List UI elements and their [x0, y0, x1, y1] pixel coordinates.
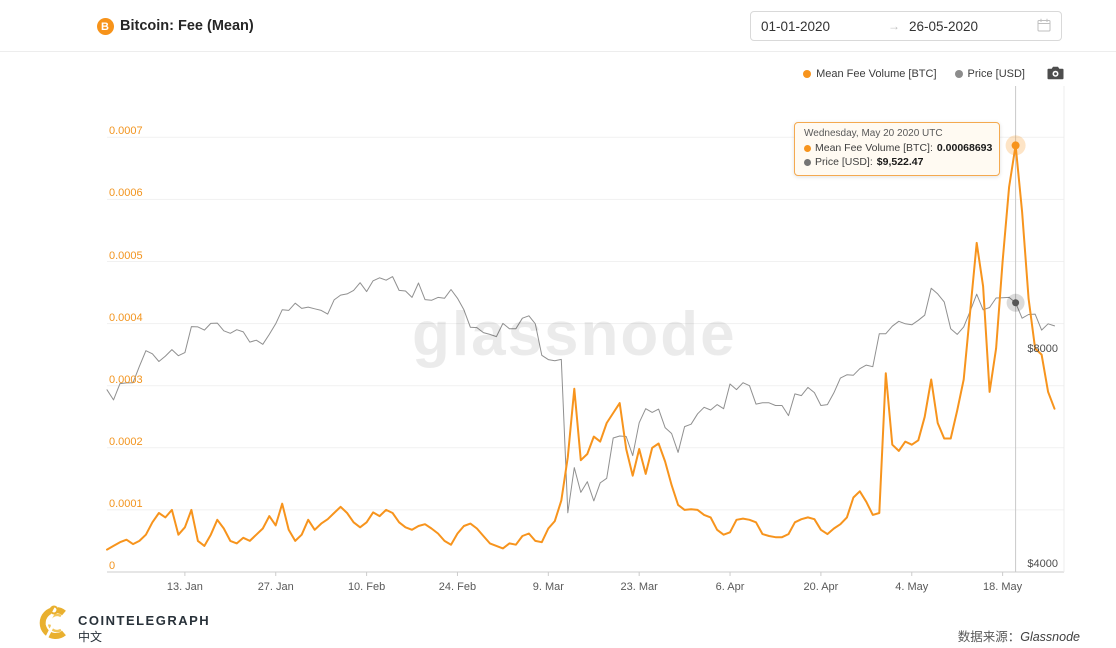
- date-range-picker[interactable]: →: [750, 11, 1062, 41]
- fee-legend-dot: [803, 70, 812, 78]
- brand-subtitle: 中文: [78, 630, 103, 644]
- tooltip-fee-row: Mean Fee Volume [BTC]: 0.00068693: [804, 141, 993, 155]
- tooltip-price-value: $9,522.47: [876, 156, 924, 168]
- data-source-value: Glassnode: [1020, 630, 1080, 644]
- price-legend-dot: [954, 70, 963, 78]
- calendar-button[interactable]: [1037, 18, 1051, 34]
- screenshot-button[interactable]: [1047, 66, 1064, 82]
- fee-axis-label: 0.0002: [109, 435, 143, 448]
- tooltip-price-label: Price [USD]:: [815, 156, 873, 168]
- data-source-label: 数据来源：: [957, 630, 1021, 644]
- tooltip-price-dot: [804, 158, 811, 166]
- chart-tooltip: Wednesday, May 20 2020 UTC Mean Fee Volu…: [794, 122, 1000, 176]
- x-axis-label: 6. Apr: [715, 581, 745, 593]
- x-axis-label: 10. Feb: [347, 581, 386, 593]
- price-legend-label: Price [USD]: [967, 68, 1025, 80]
- fee-axis-label: 0.0004: [109, 311, 143, 324]
- price-axis-label: $4000: [1027, 558, 1058, 570]
- fee-axis-label: 0.0005: [109, 249, 143, 262]
- date-range-arrow: →: [888, 19, 900, 33]
- cointelegraph-logo: [39, 605, 66, 642]
- chart-canvas[interactable]: [0, 52, 1116, 600]
- legend: Mean Fee Volume [BTC] Price [USD]: [803, 66, 1064, 82]
- page-title: Bitcoin: Fee (Mean): [120, 18, 254, 34]
- header: B Bitcoin: Fee (Mean) →: [0, 0, 1116, 52]
- footer: COINTELEGRAPH 中文 数据来源：Glassnode: [0, 600, 1116, 648]
- price-axis-label: $8000: [1027, 342, 1058, 355]
- tooltip-fee-value: 0.00068693: [936, 142, 993, 154]
- x-axis-label: 27. Jan: [257, 581, 294, 593]
- tooltip-date: Wednesday, May 20 2020 UTC: [804, 128, 943, 139]
- date-to-input[interactable]: [909, 18, 1027, 34]
- fee-axis-label: 0: [109, 560, 116, 572]
- calendar-icon: [1037, 18, 1051, 32]
- fee-legend-label: Mean Fee Volume [BTC]: [816, 68, 937, 80]
- chart-plot-area[interactable]: glassnode Mean Fee Volume [BTC] Price [U…: [0, 52, 1116, 600]
- legend-item-fee[interactable]: Mean Fee Volume [BTC]: [803, 68, 937, 80]
- x-axis-label: 18. May: [983, 581, 1023, 593]
- x-axis-label: 24. Feb: [438, 581, 477, 593]
- brand-name: COINTELEGRAPH: [78, 613, 211, 628]
- fee-axis-label: 0.0003: [109, 373, 143, 386]
- camera-icon: [1047, 66, 1064, 80]
- tooltip-price-row: Price [USD]: $9,522.47: [804, 155, 990, 169]
- x-axis-label: 4. May: [895, 581, 929, 593]
- data-source: 数据来源：Glassnode: [958, 626, 1080, 645]
- tooltip-fee-label: Mean Fee Volume [BTC]:: [815, 142, 933, 154]
- bitcoin-icon: B: [96, 18, 114, 35]
- tooltip-fee-dot: [804, 144, 811, 152]
- date-from-input[interactable]: [761, 18, 879, 34]
- fee-axis-label: 0.0001: [109, 497, 143, 510]
- fee-axis-label: 0.0006: [109, 187, 143, 200]
- legend-item-price[interactable]: Price [USD]: [954, 68, 1025, 80]
- x-axis-label: 20. Apr: [803, 581, 839, 593]
- fee-axis-label: 0.0007: [109, 125, 143, 138]
- x-axis-label: 23. Mar: [620, 581, 658, 593]
- x-axis-label: 13. Jan: [166, 581, 203, 593]
- x-axis-label: 9. Mar: [532, 581, 564, 593]
